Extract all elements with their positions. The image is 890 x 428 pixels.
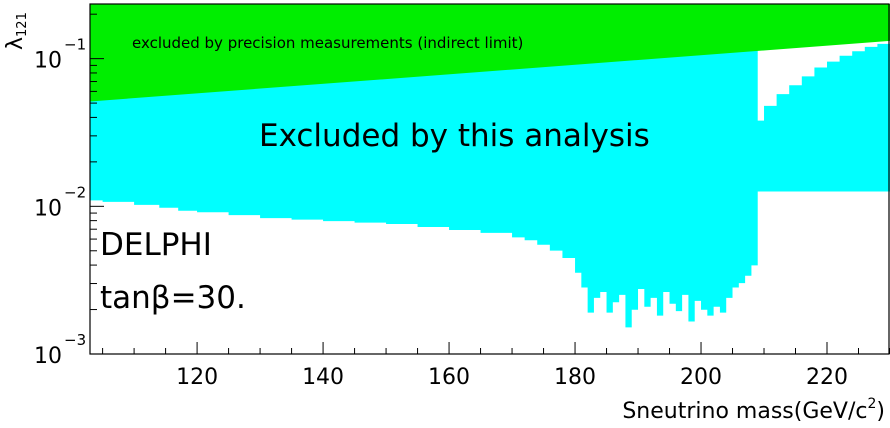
x-axis-label: Sneutrino mass(GeV/c2) bbox=[622, 396, 885, 424]
x-tick-label: 200 bbox=[680, 365, 722, 390]
y-tick-exponent: −3 bbox=[64, 331, 86, 349]
y-axis-label-symbol: λ bbox=[3, 37, 28, 50]
x-axis-label-superscript: 2 bbox=[867, 396, 876, 412]
analysis-exclusion-label: Excluded by this analysis bbox=[259, 118, 650, 154]
y-axis-label: λ121 bbox=[3, 12, 30, 50]
plot-frame bbox=[89, 3, 890, 355]
y-tick-label: 10 bbox=[34, 344, 62, 369]
y-axis-label-subscript: 121 bbox=[15, 12, 30, 37]
x-tick-label: 220 bbox=[806, 365, 848, 390]
y-tick-exponent: −2 bbox=[64, 183, 86, 201]
experiment-label: DELPHI bbox=[100, 227, 212, 263]
exclusion-regions bbox=[90, 4, 890, 328]
x-tick-label: 120 bbox=[176, 365, 218, 390]
x-axis-label-close: ) bbox=[876, 399, 885, 424]
y-tick-label: 10 bbox=[34, 49, 62, 74]
indirect-limit-label: excluded by precision measurements (indi… bbox=[132, 34, 523, 52]
y-tick-label: 10 bbox=[34, 196, 62, 221]
y-tick-exponent: −1 bbox=[64, 36, 86, 54]
indirect-exclusion-region bbox=[90, 4, 890, 102]
tan-beta-label: tanβ=30. bbox=[100, 280, 246, 316]
x-tick-label: 160 bbox=[428, 365, 470, 390]
x-tick-label: 180 bbox=[554, 365, 596, 390]
x-axis-label-text: Sneutrino mass(GeV/c bbox=[622, 399, 867, 424]
x-tick-label: 140 bbox=[302, 365, 344, 390]
